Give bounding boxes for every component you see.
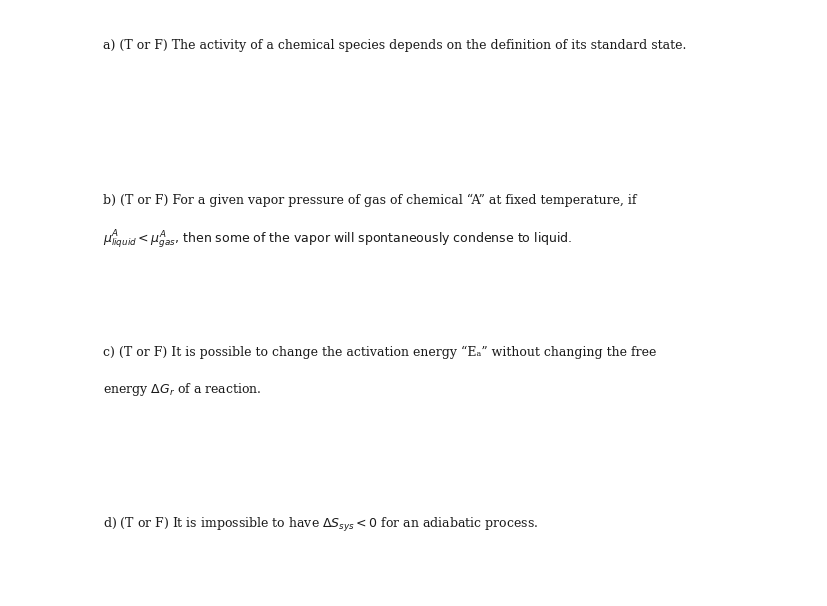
Text: c) (T or F) It is possible to change the activation energy “Eₐ” without changing: c) (T or F) It is possible to change the…	[103, 345, 657, 359]
Text: $\mu^A_{\mathit{liquid}} < \mu^A_{\mathit{gas}}$, then some of the vapor will sp: $\mu^A_{\mathit{liquid}} < \mu^A_{\mathi…	[103, 229, 573, 251]
Text: a) (T or F) The activity of a chemical species depends on the definition of its : a) (T or F) The activity of a chemical s…	[103, 39, 686, 52]
Text: d) (T or F) It is impossible to have $\Delta S_{\mathit{sys}} < 0$ for an adiaba: d) (T or F) It is impossible to have $\D…	[103, 516, 538, 534]
Text: b) (T or F) For a given vapor pressure of gas of chemical “A” at fixed temperatu: b) (T or F) For a given vapor pressure o…	[103, 194, 637, 207]
Text: energy $\Delta G_r$ of a reaction.: energy $\Delta G_r$ of a reaction.	[103, 381, 262, 398]
